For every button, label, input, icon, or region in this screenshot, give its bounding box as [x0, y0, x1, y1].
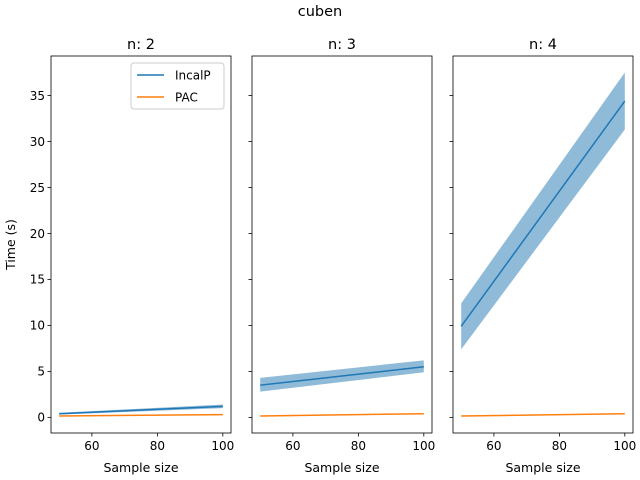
plot-frame	[251, 55, 433, 434]
plot-frame	[50, 55, 232, 434]
plot-frame	[452, 55, 634, 434]
x-tick-label: 60	[486, 439, 501, 453]
x-axis-label: Sample size	[505, 460, 580, 475]
x-axis-label: Sample size	[103, 460, 178, 475]
x-tick-label: 60	[285, 439, 300, 453]
series-1-band	[461, 72, 625, 350]
panel-title: n: 4	[529, 37, 557, 53]
series-1-line	[460, 100, 626, 327]
legend: IncalP PAC	[130, 62, 225, 110]
panel-title: n: 2	[127, 37, 155, 53]
y-tick-label: 20	[30, 227, 45, 241]
y-tick-label: 30	[30, 135, 45, 149]
y-tick-label: 5	[37, 365, 45, 379]
x-tick-label: 80	[150, 439, 165, 453]
y-tick-label: 0	[37, 411, 45, 425]
legend-entry: IncalP	[175, 69, 211, 83]
chart-panel-1: 60 80 100 0 5 10 15 20 25 30 35 n: 2 Sample size Time…	[3, 37, 234, 475]
y-tick-label: 10	[30, 319, 45, 333]
x-tick-label: 60	[84, 439, 99, 453]
x-tick-label: 100	[412, 439, 435, 453]
chart-panel-2: 60 80 100 n: 3 Sample size	[248, 37, 435, 475]
figure-suptitle: cuben	[298, 4, 342, 20]
series-2-line	[260, 412, 424, 417]
x-tick-label: 80	[351, 439, 366, 453]
chart-panel-3: 60 80 100 n: 4 Sample size	[449, 37, 636, 475]
x-tick-label: 100	[211, 439, 234, 453]
y-tick-label: 15	[30, 273, 45, 287]
x-axis-label: Sample size	[304, 460, 379, 475]
y-tick-label: 35	[30, 89, 45, 103]
series-1-line	[260, 366, 424, 386]
panel-title: n: 3	[328, 37, 356, 53]
legend-entry: PAC	[175, 91, 198, 105]
x-tick-label: 100	[613, 439, 636, 453]
y-tick-label: 25	[30, 181, 45, 195]
y-axis-label: Time (s)	[3, 219, 18, 271]
x-tick-label: 80	[552, 439, 567, 453]
series-2-line	[461, 412, 625, 417]
series-1-line	[59, 405, 223, 415]
series-2-line	[59, 413, 223, 417]
